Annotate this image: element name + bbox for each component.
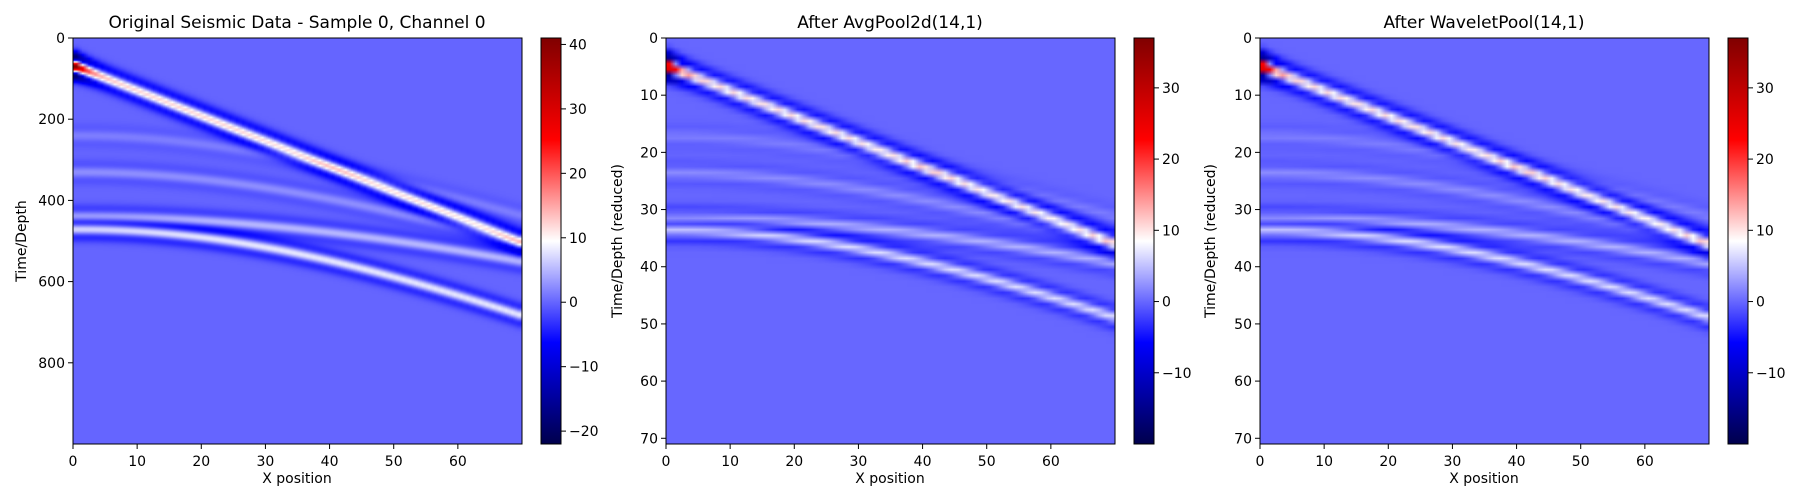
x-tick-label: 20 — [192, 454, 210, 470]
y-tick-label: 60 — [640, 374, 658, 390]
y-axis-label: Time/Depth — [14, 200, 30, 283]
colorbar-tick-label: −10 — [1162, 366, 1192, 382]
heatmap-image — [666, 38, 1115, 444]
plot-frame — [1259, 37, 1710, 445]
y-tick-label: 0 — [56, 31, 65, 47]
colorbar-tick-label: −20 — [569, 424, 599, 440]
y-tick-label: 20 — [640, 145, 658, 161]
y-axis-label: Time/Depth (reduced) — [1203, 164, 1219, 319]
x-tick-label: 20 — [785, 454, 803, 470]
y-tick-label: 40 — [1234, 260, 1252, 276]
colorbar-tick-label: 20 — [1756, 152, 1774, 168]
x-tick-label: 0 — [662, 454, 671, 470]
colorbar-tick-label: 40 — [569, 37, 587, 53]
heatmap-image — [1260, 38, 1709, 444]
colorbar-tick-label: 10 — [1756, 223, 1774, 239]
colorbar-tick-label: −10 — [569, 360, 599, 376]
x-tick-label: 40 — [914, 454, 932, 470]
y-tick-label: 40 — [640, 260, 658, 276]
colorbar-ticks: −20 −10 0 10 20 30 40 — [561, 37, 599, 440]
x-axis-label: X position — [262, 471, 332, 487]
y-tick-label: 200 — [38, 112, 65, 128]
y-tick-label: 70 — [1234, 431, 1252, 447]
y-tick-label: 30 — [1234, 203, 1252, 219]
chart-title: After WaveletPool(14,1) — [1383, 13, 1584, 33]
y-tick-label: 20 — [1234, 145, 1252, 161]
x-tick-label: 0 — [69, 454, 78, 470]
x-axis-label: X position — [855, 471, 925, 487]
y-tick-label: 0 — [1243, 31, 1252, 47]
chart-title: Original Seismic Data - Sample 0, Channe… — [108, 13, 485, 33]
x-tick-label: 40 — [321, 454, 339, 470]
colorbar-ticks: −10 0 10 20 30 — [1748, 81, 1786, 382]
colorbar-tick-label: 30 — [1162, 81, 1180, 97]
colorbar-tick-label: 10 — [569, 231, 587, 247]
colorbar-tick-label: 0 — [569, 295, 578, 311]
colorbar-tick-label: 20 — [569, 166, 587, 182]
y-tick-label: 0 — [649, 31, 658, 47]
colorbar-ticks: −10 0 10 20 30 — [1154, 81, 1192, 382]
x-tick-label: 10 — [128, 454, 146, 470]
chart-title: After AvgPool2d(14,1) — [797, 13, 983, 33]
y-tick-label: 70 — [640, 431, 658, 447]
colorbar-tick-label: 20 — [1162, 152, 1180, 168]
y-tick-label: 50 — [1234, 317, 1252, 333]
x-tick-label: 50 — [978, 454, 996, 470]
colorbar-tick-label: 30 — [569, 102, 587, 118]
x-tick-label: 50 — [385, 454, 403, 470]
colorbar-tick-label: 10 — [1162, 223, 1180, 239]
x-tick-label: 60 — [1042, 454, 1060, 470]
x-tick-label: 30 — [850, 454, 868, 470]
x-axis-label: X position — [1449, 471, 1519, 487]
heatmap-image — [73, 38, 522, 444]
colorbar-tick-label: −10 — [1756, 366, 1786, 382]
plot-frame — [72, 37, 523, 445]
y-tick-label: 50 — [640, 317, 658, 333]
x-tick-label: 10 — [721, 454, 739, 470]
axis-ticks: 0 10 20 30 40 50 60 0 10 20 30 40 50 60 70 — [1234, 31, 1654, 470]
panel-original: Original Seismic Data - Sample 0, Channe… — [14, 13, 599, 487]
y-tick-label: 600 — [38, 275, 65, 291]
x-tick-label: 10 — [1315, 454, 1333, 470]
y-tick-label: 30 — [640, 203, 658, 219]
x-tick-label: 30 — [1444, 454, 1462, 470]
x-tick-label: 0 — [1256, 454, 1265, 470]
y-tick-label: 10 — [640, 88, 658, 104]
y-tick-label: 10 — [1234, 88, 1252, 104]
x-tick-label: 50 — [1572, 454, 1590, 470]
colorbar — [1133, 37, 1155, 445]
y-axis-label: Time/Depth (reduced) — [610, 164, 626, 319]
panel-waveletpool: After WaveletPool(14,1) 0 10 20 30 40 50 60 0 10… — [1203, 13, 1786, 487]
colorbar — [540, 37, 562, 445]
plot-frame — [665, 37, 1116, 445]
x-tick-label: 40 — [1508, 454, 1526, 470]
y-tick-label: 800 — [38, 356, 65, 372]
colorbar-tick-label: 30 — [1756, 81, 1774, 97]
x-tick-label: 60 — [1636, 454, 1654, 470]
y-tick-label: 60 — [1234, 374, 1252, 390]
axis-ticks: 0 10 20 30 40 50 60 0 10 20 30 40 50 60 70 — [640, 31, 1060, 470]
x-tick-label: 30 — [257, 454, 275, 470]
x-tick-label: 60 — [449, 454, 467, 470]
y-tick-label: 400 — [38, 193, 65, 209]
panel-avgpool: After AvgPool2d(14,1) 0 10 20 30 40 50 60 0 10 20… — [610, 13, 1192, 487]
colorbar — [1727, 37, 1749, 445]
colorbar-tick-label: 0 — [1756, 295, 1765, 311]
colorbar-tick-label: 0 — [1162, 295, 1171, 311]
x-tick-label: 20 — [1379, 454, 1397, 470]
